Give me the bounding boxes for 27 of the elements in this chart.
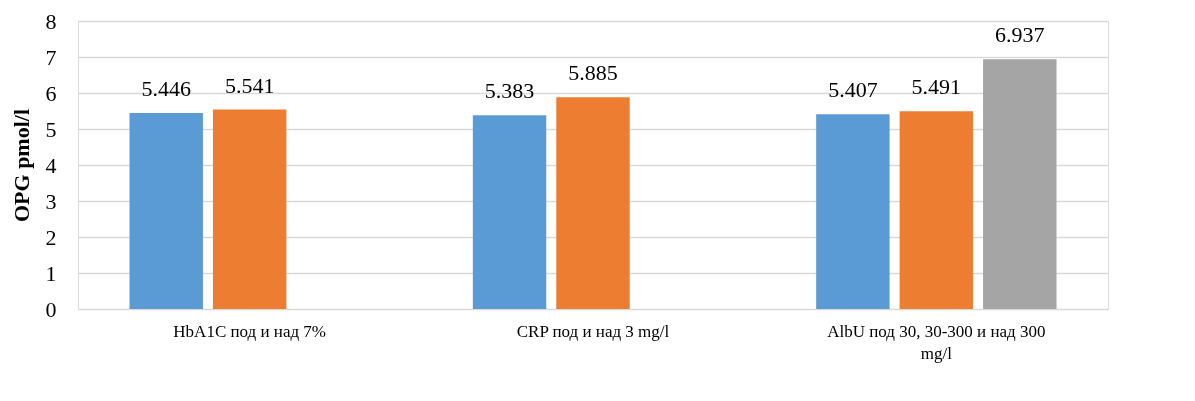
- y-tick-label: 3: [45, 188, 57, 214]
- y-tick-label: 5: [45, 116, 57, 142]
- y-tick-label: 0: [45, 296, 57, 322]
- data-label: 5.446: [141, 75, 191, 101]
- bar: [983, 59, 1057, 309]
- bar: [212, 109, 287, 309]
- bar: [472, 115, 547, 309]
- x-tick-label: HbA1C под и над 7%: [173, 321, 327, 341]
- y-tick-label: 1: [45, 260, 57, 286]
- y-tick-label: 2: [45, 224, 57, 250]
- bar: [129, 112, 203, 309]
- y-tick-label: 6: [45, 80, 57, 106]
- y-tick-label: 8: [45, 8, 57, 34]
- data-label: 5.541: [224, 72, 275, 98]
- y-tick-label: 7: [45, 44, 57, 70]
- y-tick-label: 4: [45, 152, 57, 178]
- bar: [556, 97, 630, 309]
- data-label: 5.885: [568, 60, 618, 86]
- bar: [816, 114, 890, 309]
- data-label: 6.937: [995, 22, 1045, 48]
- data-label: 5.407: [828, 77, 878, 103]
- data-label: 5.491: [911, 74, 962, 100]
- x-tick-label: CRP под и над 3 mg/l: [516, 321, 670, 341]
- x-tick-label: AlbU под 30, 30-300 и над 300 mg/l: [827, 321, 1046, 363]
- y-axis-title: OPG pmol/l: [8, 108, 34, 223]
- bar: [899, 111, 974, 309]
- data-label: 5.383: [484, 78, 535, 104]
